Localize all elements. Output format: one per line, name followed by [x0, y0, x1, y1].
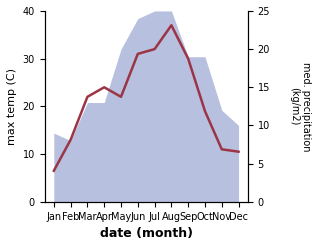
X-axis label: date (month): date (month)	[100, 227, 193, 240]
Y-axis label: med. precipitation
(kg/m2): med. precipitation (kg/m2)	[289, 62, 311, 151]
Y-axis label: max temp (C): max temp (C)	[7, 68, 17, 145]
